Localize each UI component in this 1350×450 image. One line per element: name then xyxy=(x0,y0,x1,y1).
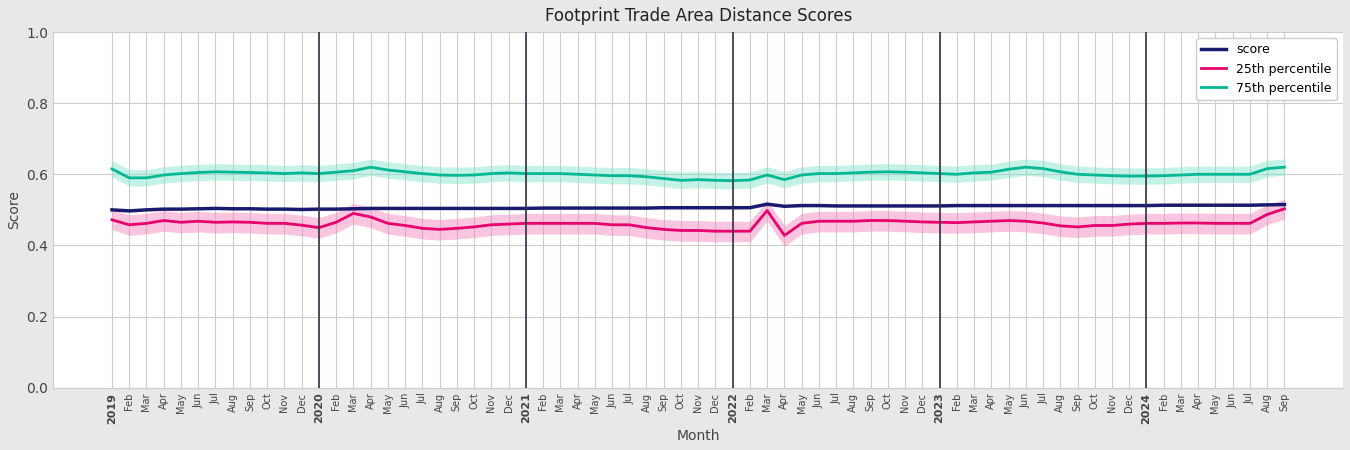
75th percentile xyxy=(1276,165,1292,170)
75th percentile xyxy=(363,165,379,170)
Title: Footprint Trade Area Distance Scores: Footprint Trade Area Distance Scores xyxy=(544,7,852,25)
Y-axis label: Score: Score xyxy=(7,190,22,230)
Line: 75th percentile: 75th percentile xyxy=(112,167,1284,181)
75th percentile xyxy=(725,178,741,184)
Line: score: score xyxy=(112,204,1284,211)
25th percentile xyxy=(190,219,207,224)
Legend: score, 25th percentile, 75th percentile: score, 25th percentile, 75th percentile xyxy=(1196,38,1336,100)
X-axis label: Month: Month xyxy=(676,429,720,443)
25th percentile xyxy=(794,220,810,226)
score xyxy=(1260,202,1276,207)
score xyxy=(1035,203,1052,208)
75th percentile xyxy=(293,170,309,176)
score xyxy=(1276,202,1292,207)
75th percentile xyxy=(1260,166,1276,171)
score xyxy=(208,206,224,211)
75th percentile xyxy=(811,171,828,176)
25th percentile xyxy=(483,222,499,228)
25th percentile xyxy=(501,221,517,227)
score xyxy=(759,202,775,207)
25th percentile xyxy=(328,220,344,225)
Line: 25th percentile: 25th percentile xyxy=(112,209,1284,235)
75th percentile xyxy=(190,170,207,175)
25th percentile xyxy=(776,233,792,238)
25th percentile xyxy=(104,217,120,222)
25th percentile xyxy=(1276,206,1292,211)
75th percentile xyxy=(328,170,344,175)
75th percentile xyxy=(104,166,120,171)
score xyxy=(811,203,828,208)
75th percentile xyxy=(1035,166,1052,171)
25th percentile xyxy=(1260,212,1276,217)
score xyxy=(346,206,362,211)
score xyxy=(104,207,120,212)
score xyxy=(310,207,327,212)
score xyxy=(122,208,138,214)
